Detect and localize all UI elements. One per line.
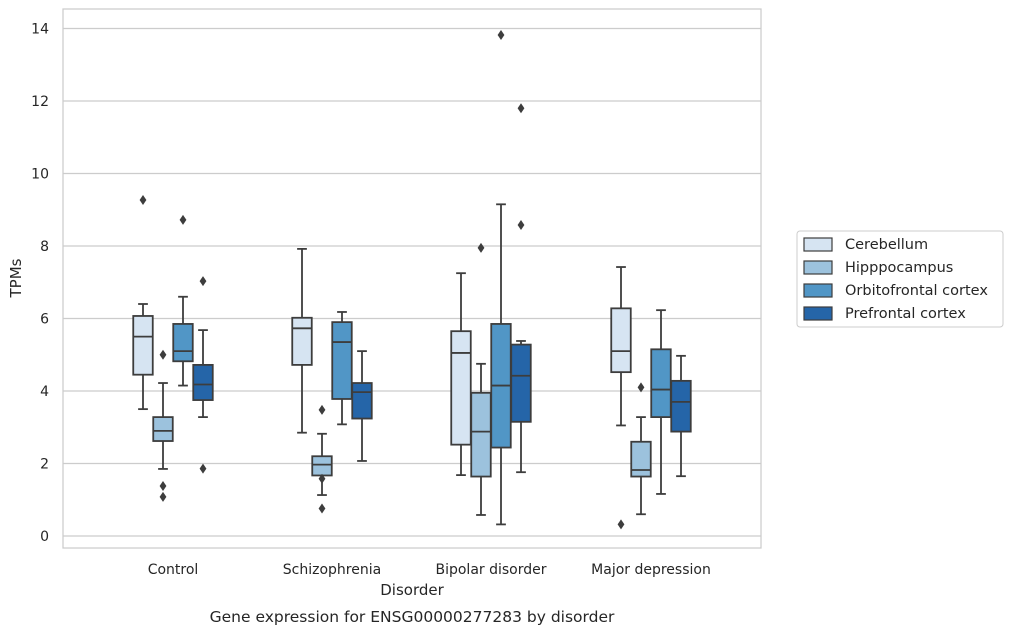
x-tick-label: Schizophrenia: [283, 562, 381, 578]
outlier-point: [199, 463, 207, 474]
legend-items: Cerebellum Hipppocampus Orbitofrontal cort…: [803, 237, 988, 322]
outlier-point: [517, 219, 525, 230]
box-prefrontal-cortex: [670, 354, 692, 478]
y-tick-label: 12: [31, 94, 49, 110]
box-hipppocampus: [311, 404, 333, 514]
box-iqr: [192, 363, 214, 401]
legend-label: Hipppocampus: [845, 260, 953, 276]
box-iqr: [291, 316, 313, 366]
box-prefrontal-cortex: [510, 103, 532, 474]
box-hipppocampus: [152, 349, 174, 502]
outlier-point: [497, 30, 505, 41]
outlier-point: [199, 276, 207, 287]
y-axis-ticks: 0 2 4 6 8 10 12 14: [31, 22, 49, 546]
x-tick-label: Major depression: [591, 562, 711, 578]
box-iqr: [331, 321, 353, 400]
box-iqr: [152, 416, 174, 442]
x-axis-title: Disorder: [380, 581, 444, 599]
y-tick-label: 8: [40, 239, 49, 255]
outlier-point: [159, 349, 167, 360]
legend-swatch: [803, 237, 833, 252]
box-iqr: [351, 382, 373, 420]
outlier-point: [139, 194, 147, 205]
y-tick-label: 4: [40, 384, 49, 400]
box-orbitofrontal-cortex: [331, 311, 353, 426]
outlier-point: [318, 404, 326, 415]
box-orbitofrontal-cortex: [172, 214, 194, 387]
y-tick-label: 6: [40, 312, 49, 328]
outlier-point: [179, 214, 187, 225]
legend-label: Orbitofrontal cortex: [845, 283, 988, 299]
box-groups: [132, 30, 692, 530]
outlier-point: [159, 491, 167, 502]
box-iqr: [311, 455, 333, 477]
y-axis-title: TPMs: [7, 258, 25, 298]
box-iqr: [650, 348, 672, 418]
box-iqr: [510, 343, 532, 423]
box-iqr: [132, 315, 154, 376]
x-tick-label: Control: [148, 562, 199, 578]
plot-area-frame: [62, 8, 762, 549]
gridlines: [63, 27, 761, 537]
y-tick-label: 2: [40, 457, 49, 473]
box-cerebellum: [450, 272, 472, 477]
chart-caption: Gene expression for ENSG00000277283 by d…: [210, 608, 615, 626]
box-cerebellum: [291, 247, 313, 434]
box-iqr: [172, 323, 194, 363]
box-iqr: [630, 440, 652, 478]
legend-swatch: [803, 260, 833, 275]
x-axis-ticks: Control Schizophrenia Bipolar disorder Majo…: [148, 562, 711, 578]
outlier-point: [318, 503, 326, 514]
box-prefrontal-cortex: [192, 276, 214, 474]
y-tick-label: 10: [31, 167, 49, 183]
legend-label: Prefrontal cortex: [845, 306, 966, 322]
outlier-point: [617, 519, 625, 530]
legend-swatch: [803, 283, 833, 298]
box-orbitofrontal-cortex: [490, 30, 512, 526]
outlier-point: [637, 382, 645, 393]
legend-swatch: [803, 306, 833, 321]
y-tick-label: 14: [31, 22, 49, 38]
legend-label: Cerebellum: [845, 237, 928, 253]
outlier-point: [318, 473, 326, 484]
box-iqr: [470, 391, 492, 478]
legend-frame: [796, 230, 1004, 328]
box-iqr: [670, 379, 692, 433]
outlier-point: [517, 103, 525, 114]
box-cerebellum: [132, 194, 154, 411]
outlier-point: [477, 242, 485, 253]
x-tick-label: Bipolar disorder: [435, 562, 546, 578]
box-cerebellum: [610, 266, 632, 530]
box-hipppocampus: [630, 382, 652, 516]
y-tick-label: 0: [40, 529, 49, 545]
box-prefrontal-cortex: [351, 350, 373, 462]
box-iqr: [450, 330, 472, 446]
outlier-point: [159, 480, 167, 491]
box-iqr: [610, 307, 632, 374]
legend: Cerebellum Hipppocampus Orbitofrontal cort…: [796, 230, 1004, 328]
